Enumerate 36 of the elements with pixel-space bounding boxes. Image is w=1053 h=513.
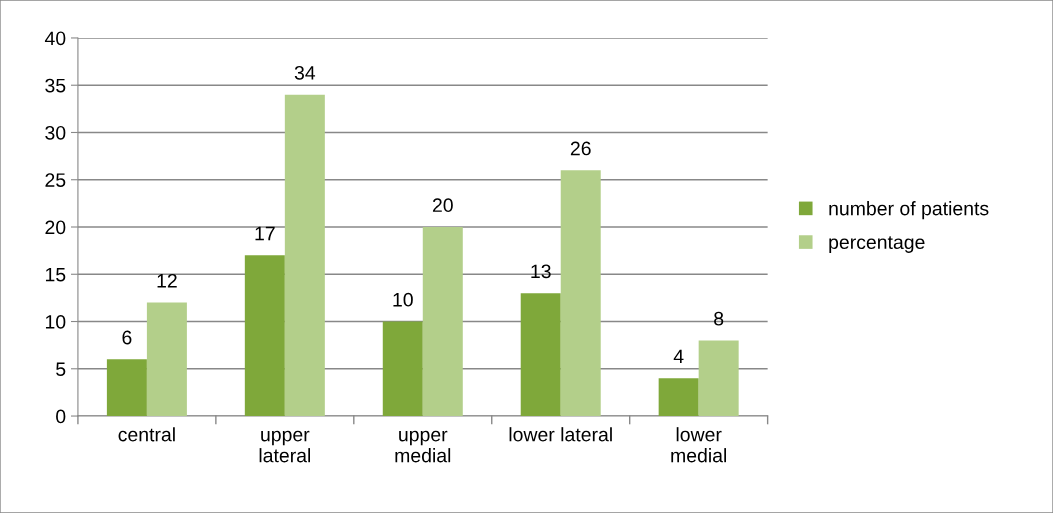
data-label: 34 [294, 65, 316, 80]
bar [146, 302, 187, 417]
data-label: 13 [531, 264, 551, 279]
data-label: 26 [570, 141, 591, 156]
y-tick-label: 15 [45, 267, 66, 282]
bar [422, 227, 463, 417]
bar [698, 340, 739, 417]
bar [244, 255, 285, 417]
x-tick-label: central [118, 427, 175, 442]
legend-label: percentage [829, 236, 925, 253]
y-tick-label: 40 [44, 31, 66, 46]
bar [560, 170, 601, 417]
bar [520, 293, 561, 417]
y-tick-label: 20 [45, 220, 66, 235]
data-label: 4 [673, 349, 684, 364]
x-tick-label: upper medial [395, 430, 451, 463]
y-tick-label: 10 [45, 314, 66, 329]
data-label: 20 [432, 198, 453, 213]
x-tick-label: upper lateral [259, 430, 311, 463]
data-label: 12 [157, 273, 177, 288]
data-label: 8 [714, 311, 724, 326]
y-tick-label: 25 [45, 173, 66, 187]
bar [284, 94, 325, 417]
bar [658, 378, 699, 417]
x-tick-label: lower lateral [509, 427, 612, 442]
legend-label: number of patients [829, 201, 989, 220]
x-tick-label: lower medial [671, 427, 727, 463]
y-tick-label: 35 [45, 78, 66, 93]
y-tick-label: 30 [45, 125, 66, 140]
data-label: 17 [255, 226, 275, 241]
data-label: 6 [122, 330, 132, 345]
bar [106, 359, 147, 417]
y-tick-label: 5 [56, 362, 66, 377]
y-tick-label: 0 [56, 409, 66, 424]
bar [382, 321, 423, 417]
data-label: 10 [393, 292, 413, 307]
